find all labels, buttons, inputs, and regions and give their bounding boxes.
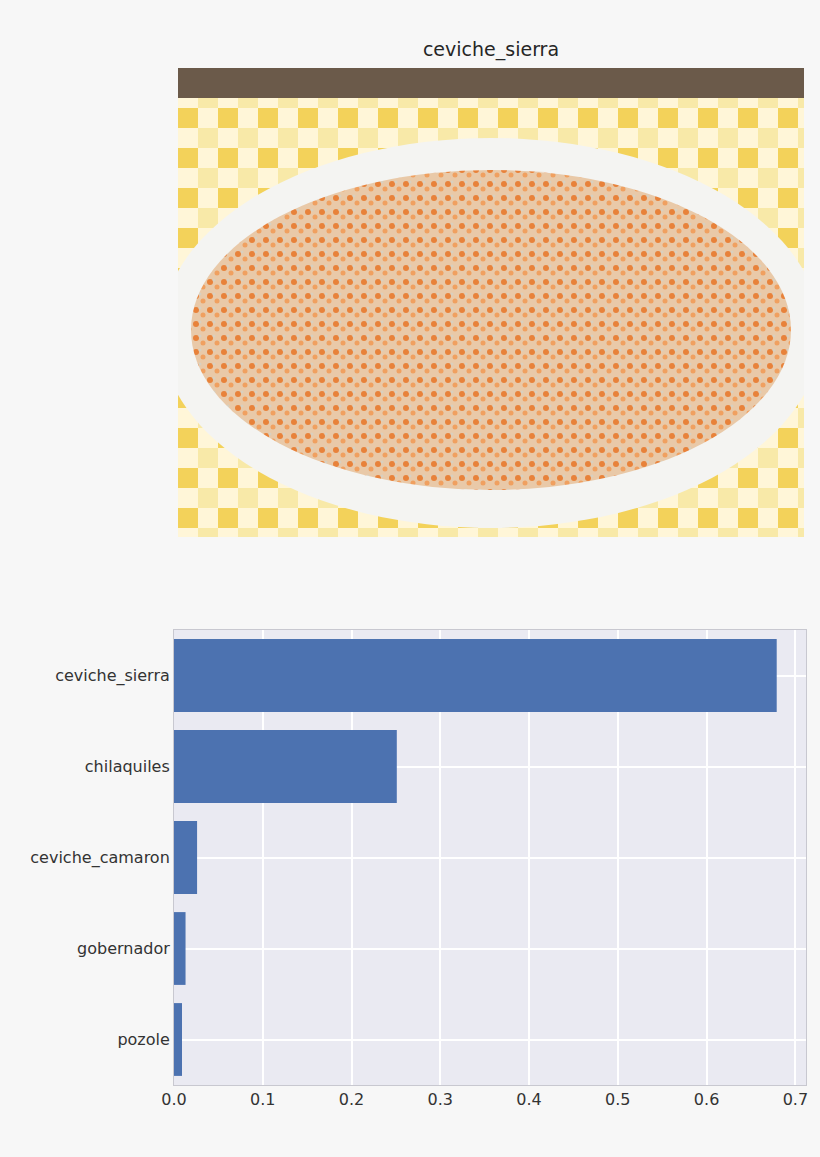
svg-text:pozole: pozole bbox=[117, 1030, 169, 1049]
svg-text:0.2: 0.2 bbox=[339, 1090, 364, 1109]
svg-text:0.3: 0.3 bbox=[428, 1090, 453, 1109]
svg-text:gobernador: gobernador bbox=[77, 939, 170, 958]
svg-text:0.5: 0.5 bbox=[605, 1090, 630, 1109]
svg-text:0.0: 0.0 bbox=[161, 1090, 186, 1109]
svg-text:ceviche_camaron: ceviche_camaron bbox=[30, 848, 169, 868]
svg-text:0.1: 0.1 bbox=[250, 1090, 275, 1109]
html-text:ceviche_sierra: ceviche_sierra bbox=[422, 38, 560, 60]
svg-text:0.6: 0.6 bbox=[694, 1090, 719, 1109]
svg-text:0.4: 0.4 bbox=[516, 1090, 541, 1109]
svg-text:chilaquiles: chilaquiles bbox=[85, 757, 170, 776]
svg-text:ceviche_sierra: ceviche_sierra bbox=[55, 666, 170, 686]
svg-text:0.7: 0.7 bbox=[783, 1090, 808, 1109]
